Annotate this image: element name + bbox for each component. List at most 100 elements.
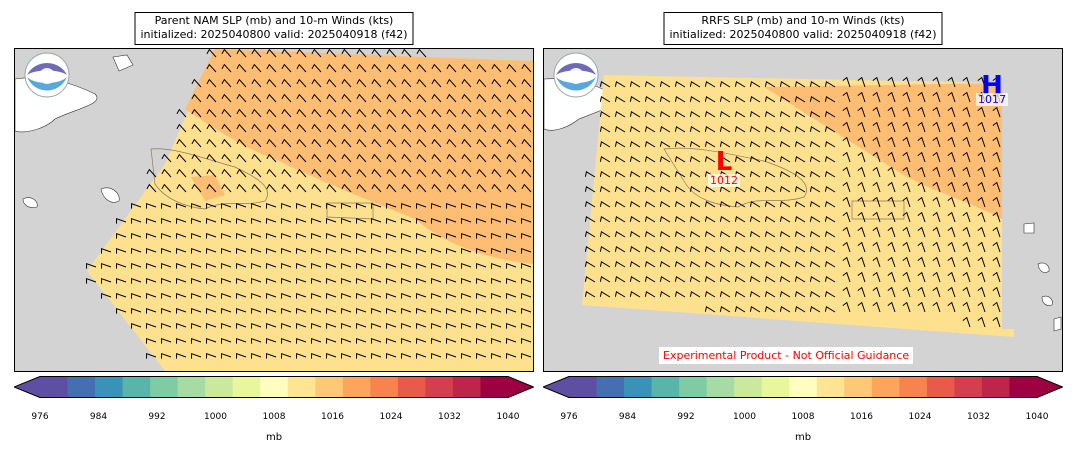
wind-barb: [266, 232, 277, 239]
wind-barb: [932, 166, 941, 178]
wind-barb: [584, 246, 596, 253]
wind-barb: [614, 201, 626, 208]
wind-barb: [401, 138, 412, 148]
colorbar-segment: [844, 376, 873, 398]
wind-barb: [872, 121, 881, 133]
wind-barb: [401, 202, 412, 209]
wind-barb: [311, 93, 322, 103]
wind-barb: [101, 277, 112, 284]
wind-barb: [689, 246, 701, 253]
wind-barb: [191, 183, 202, 193]
wind-barb: [614, 231, 626, 238]
wind-barb: [161, 337, 172, 344]
wind-barb: [476, 262, 487, 269]
wind-barb: [401, 93, 412, 103]
wind-barb: [386, 262, 397, 269]
wind-barb: [356, 247, 367, 254]
wind-barb: [281, 292, 292, 299]
wind-barb: [521, 277, 532, 284]
wind-barb: [977, 316, 986, 328]
wind-barb: [176, 292, 187, 299]
wind-barb: [857, 106, 866, 118]
wind-barb: [416, 217, 427, 224]
wind-barb: [206, 292, 217, 299]
wind-barb: [371, 307, 382, 314]
wind-barb: [962, 166, 971, 178]
colorbar-segment: [624, 376, 653, 398]
wind-barb: [947, 211, 956, 223]
wind-barb: [872, 91, 881, 103]
wind-barb: [704, 96, 716, 103]
wind-barb: [749, 261, 761, 268]
wind-barb: [734, 306, 746, 313]
wind-barb: [116, 307, 127, 314]
wind-barb: [371, 292, 382, 299]
wind-barb: [629, 261, 641, 268]
wind-barb: [446, 247, 457, 254]
wind-barb: [599, 276, 611, 283]
wind-barb: [251, 78, 262, 88]
wind-barb: [644, 171, 656, 178]
wind-barb: [521, 337, 532, 344]
wind-barb: [341, 217, 352, 224]
colorbar-segment: [342, 376, 371, 398]
wind-barb: [857, 241, 866, 253]
wind-barb: [887, 181, 896, 193]
wind-barb: [506, 153, 517, 163]
wind-barb: [491, 202, 502, 209]
colorbar-segment: [260, 376, 289, 398]
wind-barb: [614, 291, 626, 298]
wind-barb: [311, 168, 322, 178]
wind-barb: [491, 217, 502, 224]
wind-barb: [902, 136, 911, 148]
wind-barb: [629, 231, 641, 238]
wind-barb: [386, 153, 397, 163]
wind-barb: [824, 276, 836, 283]
wind-barb: [506, 63, 517, 73]
wind-barb: [131, 202, 142, 209]
wind-barb: [779, 231, 791, 238]
wind-barb: [401, 337, 412, 344]
wind-barb: [674, 291, 686, 298]
wind-barb: [416, 183, 427, 193]
wind-barb: [719, 96, 731, 103]
left-title-line1: Parent NAM SLP (mb) and 10-m Winds (kts): [154, 14, 394, 27]
wind-barb: [311, 108, 322, 118]
wind-barb: [221, 93, 232, 103]
wind-barb: [917, 301, 926, 313]
wind-barb: [326, 202, 337, 209]
wind-barb: [521, 183, 532, 193]
wind-barb: [431, 247, 442, 254]
wind-barb: [689, 81, 701, 88]
wind-barb: [599, 96, 611, 103]
wind-barb: [842, 181, 851, 193]
wind-barb: [491, 277, 502, 284]
colorbar-segment: [706, 376, 735, 398]
wind-barb: [251, 153, 262, 163]
wind-barb: [764, 186, 776, 193]
wind-barb: [191, 138, 202, 148]
wind-barb: [689, 171, 701, 178]
wind-barb: [401, 262, 412, 269]
wind-barb: [842, 151, 851, 163]
wind-barb: [341, 202, 352, 209]
wind-barb: [689, 291, 701, 298]
wind-barb: [416, 337, 427, 344]
wind-barb: [599, 231, 611, 238]
wind-barb: [476, 123, 487, 133]
wind-barb: [236, 168, 247, 178]
wind-barb: [674, 276, 686, 283]
wind-barb: [296, 168, 307, 178]
wind-barb: [311, 153, 322, 163]
wind-barb: [887, 286, 896, 298]
wind-barb: [917, 76, 926, 88]
wind-barb: [161, 232, 172, 239]
wind-barb: [296, 93, 307, 103]
colorbar-tick-label: 1032: [438, 412, 461, 422]
wind-barb: [356, 202, 367, 209]
wind-barb: [371, 78, 382, 88]
wind-barb: [644, 126, 656, 133]
wind-barb: [491, 153, 502, 163]
wind-barb: [917, 166, 926, 178]
wind-barb: [734, 111, 746, 118]
